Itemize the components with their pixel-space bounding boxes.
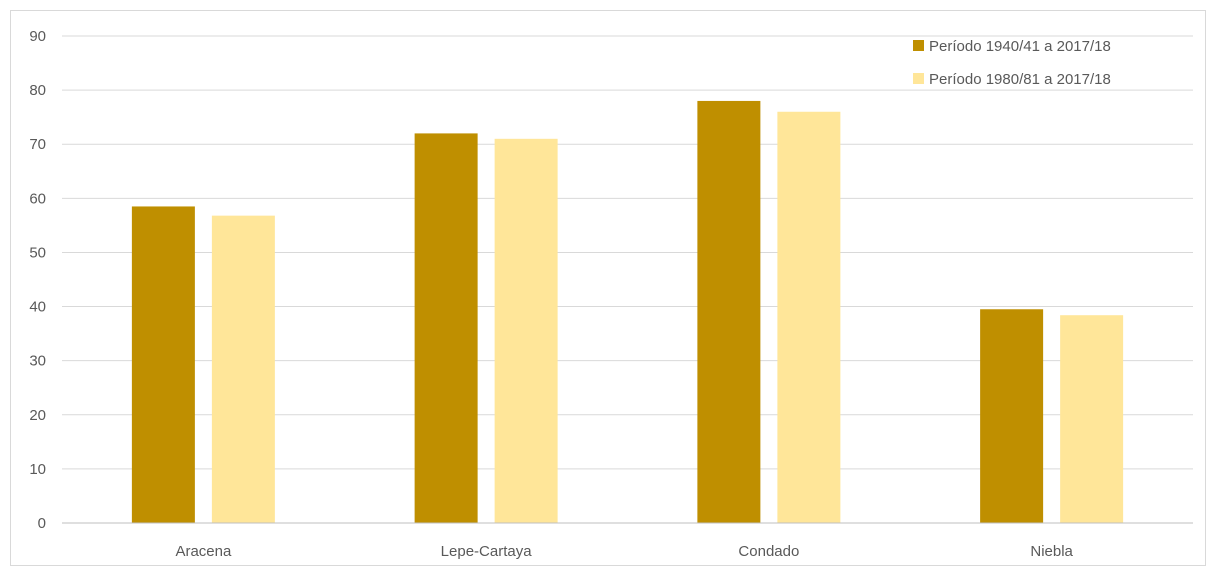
legend: Período 1940/41 a 2017/18 Período 1980/8… — [913, 38, 1111, 88]
bar-condado-series-2 — [777, 111, 841, 523]
y-tick-label: 70 — [29, 136, 46, 153]
x-axis: Aracena Lepe-Cartaya Condado Niebla — [62, 522, 1193, 560]
bar-niebla-series-2 — [1060, 315, 1124, 523]
y-tick-label: 30 — [29, 353, 46, 370]
bars — [131, 100, 1124, 524]
y-tick-label: 90 — [29, 28, 46, 45]
y-tick-label: 10 — [29, 461, 46, 478]
bar-condado-series-1 — [697, 100, 761, 523]
y-tick-label: 20 — [29, 407, 46, 424]
y-tick-label: 50 — [29, 244, 46, 261]
x-category-label: Niebla — [1030, 543, 1073, 560]
bar-niebla-series-1 — [980, 309, 1044, 523]
legend-label-series-2: Período 1980/81 a 2017/18 — [929, 71, 1111, 88]
legend-label-series-1: Período 1940/41 a 2017/18 — [929, 38, 1111, 55]
y-tick-label: 0 — [38, 515, 46, 532]
legend-swatch-series-1 — [913, 40, 924, 51]
x-category-label: Lepe-Cartaya — [441, 543, 533, 560]
y-axis-ticks: 0 10 20 30 40 50 60 70 80 90 — [29, 28, 46, 532]
y-tick-label: 60 — [29, 190, 46, 207]
y-tick-label: 80 — [29, 82, 46, 99]
legend-swatch-series-2 — [913, 73, 924, 84]
x-category-label: Aracena — [175, 543, 232, 560]
bar-lepe-cartaya-series-2 — [494, 138, 558, 524]
y-tick-label: 40 — [29, 299, 46, 316]
x-category-label: Condado — [738, 543, 799, 560]
bar-aracena-series-1 — [131, 206, 195, 523]
bar-lepe-cartaya-series-1 — [414, 133, 478, 523]
bar-aracena-series-2 — [211, 215, 275, 523]
